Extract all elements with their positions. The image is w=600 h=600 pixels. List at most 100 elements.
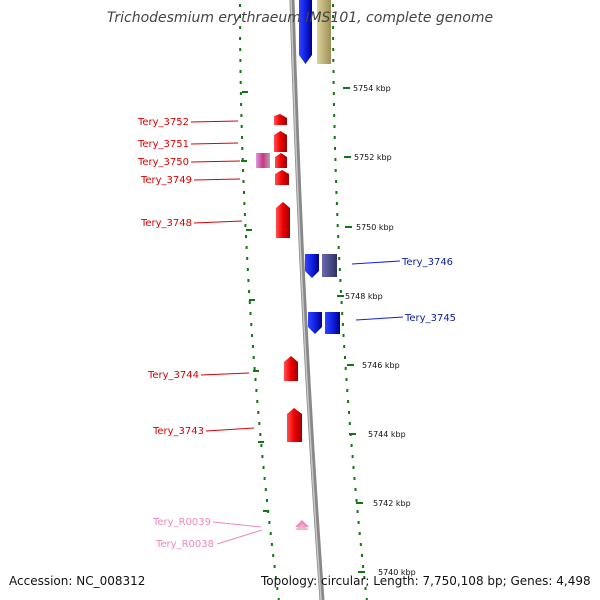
track-dot — [332, 81, 335, 84]
track-dot — [263, 477, 266, 480]
label-tery-3750[interactable]: Tery_3750 — [137, 157, 189, 168]
label-tery-r0038[interactable]: Tery_R0038 — [155, 539, 214, 550]
gene-tery-r0038[interactable] — [295, 523, 309, 530]
track-dot — [239, 59, 242, 62]
gene-tery-3745[interactable] — [308, 312, 340, 334]
track-dot — [245, 246, 248, 249]
track-dot — [239, 70, 242, 73]
track-dot — [333, 103, 335, 106]
gene-tery-3750[interactable] — [256, 153, 287, 168]
track-dot — [362, 565, 365, 568]
track-dot — [352, 466, 355, 469]
track-dot — [253, 367, 256, 370]
accession-text: Accession: NC_008312 — [9, 574, 146, 588]
track-dot — [239, 4, 241, 7]
track-dot — [336, 224, 339, 227]
scale-label-5748: 5748 kbp — [345, 292, 383, 301]
gene-tery-3746[interactable] — [305, 254, 337, 278]
track-dot — [247, 279, 250, 282]
scale-label-5746: 5746 kbp — [362, 361, 400, 370]
track-dot — [344, 356, 346, 359]
track-dot — [244, 224, 247, 227]
track-dot — [354, 488, 357, 491]
track-dot — [338, 257, 341, 260]
track-dot — [339, 290, 342, 293]
scale-label-5752: 5752 kbp — [354, 153, 392, 162]
track-dot — [355, 499, 358, 502]
track-dot — [246, 268, 249, 271]
gene-tery-3752[interactable] — [274, 114, 287, 125]
track-dot — [242, 180, 245, 183]
track-dot — [358, 532, 361, 535]
track-dot — [348, 411, 350, 414]
track-dot — [259, 433, 262, 436]
track-dot — [241, 158, 244, 161]
track-dot — [276, 587, 279, 590]
track-guide-dots — [239, 4, 368, 600]
track-dot — [246, 257, 249, 260]
track-dot — [243, 202, 246, 205]
track-dot — [243, 191, 245, 194]
genome-title: Trichodesmium erythraeum IMS101, complet… — [106, 10, 494, 26]
feature-top-other — [317, 0, 331, 64]
label-tery-3746[interactable]: Tery_3746 — [401, 257, 453, 268]
track-dot — [277, 598, 280, 600]
label-tery-r0039[interactable]: Tery_R0039 — [152, 517, 211, 528]
gene-tery-3748[interactable] — [276, 202, 290, 238]
track-dot — [251, 334, 254, 337]
left-track-marks — [241, 91, 269, 512]
track-dot — [359, 543, 362, 546]
track-dot — [334, 158, 337, 161]
track-dot — [240, 114, 243, 117]
label-tery-3744[interactable]: Tery_3744 — [147, 370, 199, 381]
track-dot — [241, 136, 243, 139]
track-dot — [240, 103, 243, 106]
track-dot — [241, 147, 244, 150]
genome-backbone — [289, 0, 325, 600]
track-dot — [243, 213, 246, 216]
track-dot — [248, 301, 251, 304]
gene-tery-3744[interactable] — [284, 356, 298, 381]
track-dot — [335, 191, 338, 194]
label-tery-3743[interactable]: Tery_3743 — [152, 426, 204, 437]
gene-tery-3749[interactable] — [275, 170, 289, 185]
label-tery-3749[interactable]: Tery_3749 — [140, 175, 192, 186]
label-tery-3748[interactable]: Tery_3748 — [140, 218, 192, 229]
track-dot — [270, 543, 273, 546]
track-dot — [261, 455, 264, 458]
track-dot — [239, 81, 242, 84]
track-dot — [254, 378, 257, 381]
track-dot — [334, 169, 337, 172]
track-dot — [274, 576, 277, 579]
label-tery-3751[interactable]: Tery_3751 — [137, 139, 189, 150]
scale-label-5754: 5754 kbp — [353, 84, 391, 93]
track-dot — [333, 114, 336, 117]
track-dot — [257, 411, 260, 414]
track-dot — [239, 37, 242, 40]
track-dot — [333, 125, 336, 128]
gene-tery-3743[interactable] — [287, 408, 302, 442]
track-dot — [335, 180, 338, 183]
track-dot — [336, 213, 339, 216]
track-dot — [239, 48, 242, 51]
track-dot — [363, 576, 366, 579]
track-dot — [344, 367, 347, 370]
track-dot — [266, 499, 268, 502]
label-tery-3752[interactable]: Tery_3752 — [137, 117, 189, 128]
scale-ticks — [337, 87, 365, 573]
track-dot — [341, 323, 344, 326]
track-dot — [258, 422, 261, 425]
track-dot — [262, 466, 265, 469]
scale-label-5742: 5742 kbp — [373, 499, 411, 508]
track-dot — [242, 169, 245, 172]
track-dot — [260, 444, 263, 447]
track-dot — [338, 268, 341, 271]
track-dot — [357, 521, 360, 524]
track-dot — [239, 15, 241, 18]
track-dot — [252, 356, 255, 359]
gene-tery-3751[interactable] — [274, 131, 287, 152]
label-tery-3745[interactable]: Tery_3745 — [404, 313, 456, 324]
track-dot — [347, 400, 350, 403]
track-dot — [332, 37, 335, 40]
